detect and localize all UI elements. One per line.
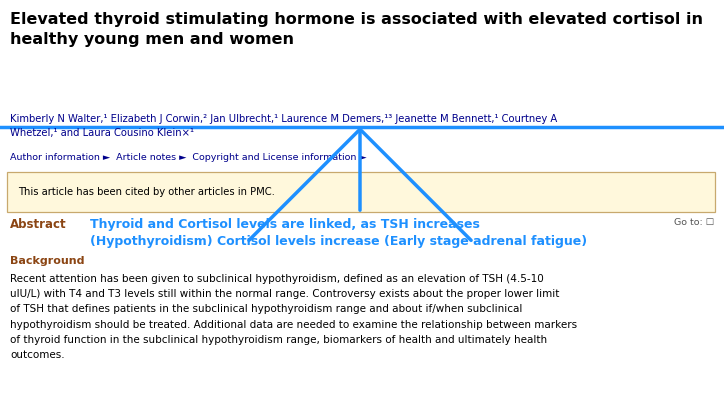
Text: Elevated thyroid stimulating hormone is associated with elevated cortisol in
hea: Elevated thyroid stimulating hormone is … (10, 12, 703, 48)
Text: Abstract: Abstract (10, 218, 67, 231)
Text: Recent attention has been given to subclinical hypothyroidism, defined as an ele: Recent attention has been given to subcl… (10, 274, 577, 360)
Text: This article has been cited by other articles in PMC.: This article has been cited by other art… (18, 187, 275, 197)
Text: Thyroid and Cortisol levels are linked, as TSH increases
(Hypothyroidism) Cortis: Thyroid and Cortisol levels are linked, … (90, 218, 587, 248)
Text: Author information ►  Article notes ►  Copyright and License information ►: Author information ► Article notes ► Cop… (10, 153, 366, 162)
Text: Kimberly N Walter,¹ Elizabeth J Corwin,² Jan Ulbrecht,¹ Laurence M Demers,¹³ Jea: Kimberly N Walter,¹ Elizabeth J Corwin,²… (10, 114, 557, 138)
Text: Background: Background (10, 256, 85, 266)
Text: Go to: ☐: Go to: ☐ (674, 218, 714, 227)
FancyBboxPatch shape (7, 172, 715, 212)
